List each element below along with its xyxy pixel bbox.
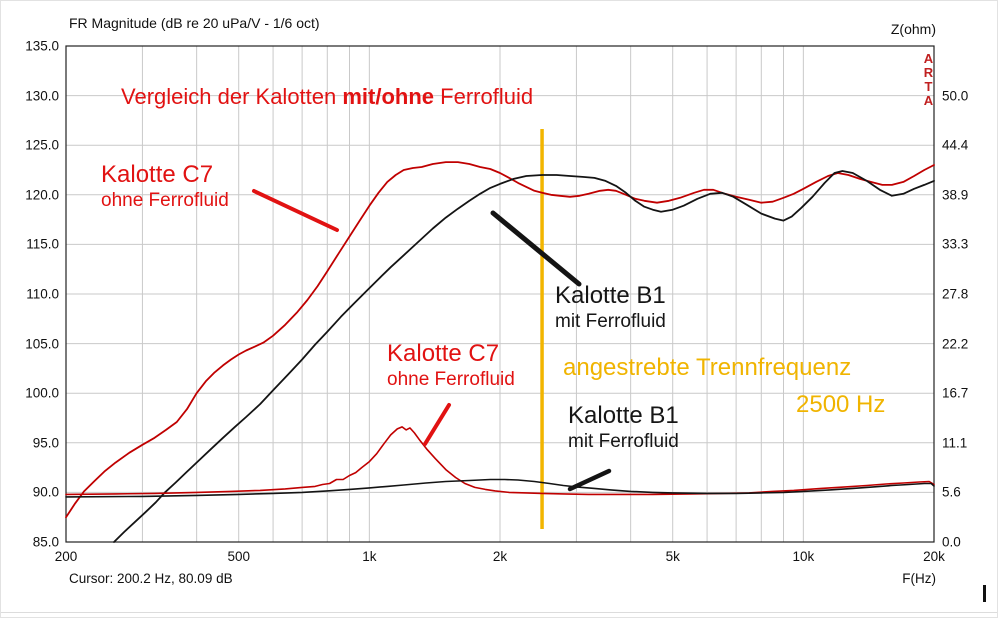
- right-axis-title: Z(ohm): [890, 21, 936, 37]
- comparison-heading: Vergleich der Kalotten mit/ohne Ferroflu…: [121, 84, 533, 110]
- text-caret: [983, 585, 986, 602]
- y-axis-right-tick: 27.8: [942, 286, 969, 302]
- y-axis-right-tick: 5.6: [942, 484, 961, 500]
- cursor-readout: Cursor: 200.2 Hz, 80.09 dB: [69, 571, 233, 586]
- y-axis-right-tick: 22.2: [942, 336, 969, 352]
- chart-title: FR Magnitude (dB re 20 uPa/V - 1/6 oct): [69, 15, 320, 31]
- heading-post: Ferrofluid: [434, 84, 534, 109]
- plot-border: [65, 45, 935, 543]
- y-axis-left-tick: 130.0: [25, 88, 59, 104]
- page-bottom-edge: [1, 612, 997, 613]
- y-axis-left-tick: 95.0: [32, 435, 59, 451]
- y-axis-left-tick: 100.0: [25, 385, 59, 401]
- curve-c7-impedance-red: [65, 426, 935, 496]
- crossover-annotation-line2: 2500 Hz: [796, 391, 886, 418]
- pointer-line-c7-fr: [252, 189, 339, 232]
- y-axis-right-tick: 16.7: [942, 385, 969, 401]
- y-axis-right-tick: 44.4: [942, 137, 969, 153]
- x-axis-tick: 10k: [792, 549, 815, 564]
- pointer-line-b1-fr: [490, 210, 582, 287]
- y-axis-left-tick: 135.0: [25, 38, 59, 54]
- label-kalotte-b1-fr: Kalotte B1 mit Ferrofluid: [555, 282, 666, 333]
- y-axis-right-tick: 50.0: [942, 88, 969, 104]
- crossover-annotation-line1: angestrebte Trennfrequenz: [563, 354, 852, 381]
- y-axis-left-tick: 85.0: [32, 534, 59, 550]
- x-axis-tick: 200: [54, 549, 78, 564]
- label-kalotte-c7-fr: Kalotte C7 ohne Ferrofluid: [101, 161, 229, 212]
- x-axis-tick: 2k: [492, 549, 508, 564]
- x-axis-tick: 500: [227, 549, 250, 564]
- x-axis-tick: 20k: [923, 549, 945, 564]
- y-axis-left-tick: 120.0: [25, 187, 59, 203]
- label-kalotte-b1-impedance-sub: mit Ferrofluid: [568, 431, 679, 452]
- y-axis-left-tick: 125.0: [25, 137, 59, 153]
- label-kalotte-c7-impedance-sub: ohne Ferrofluid: [387, 369, 515, 390]
- y-axis-left-tick: 105.0: [25, 336, 59, 352]
- label-kalotte-b1-fr-title: Kalotte B1: [555, 282, 666, 309]
- pointer-line-b1-impedance: [567, 468, 612, 492]
- label-kalotte-c7-fr-sub: ohne Ferrofluid: [101, 190, 229, 211]
- curve-b1-fr-black: [113, 170, 935, 543]
- curve-c7-fr-red: [65, 161, 935, 519]
- y-axis-left-tick: 110.0: [26, 286, 59, 302]
- x-axis-tick: 5k: [665, 549, 680, 564]
- arta-watermark: A R T A: [923, 51, 934, 108]
- label-kalotte-c7-impedance: Kalotte C7 ohne Ferrofluid: [387, 340, 515, 391]
- pointer-line-c7-impedance: [423, 403, 451, 446]
- label-kalotte-b1-impedance-title: Kalotte B1: [568, 402, 679, 429]
- y-axis-right-tick: 0.0: [942, 534, 961, 550]
- y-axis-right-tick: 11.1: [942, 435, 968, 451]
- curve-b1-impedance-black: [65, 478, 935, 498]
- x-axis-tick: 1k: [362, 549, 377, 564]
- heading-pre: Vergleich der Kalotten: [121, 84, 343, 109]
- y-axis-right-tick: 33.3: [942, 236, 969, 252]
- y-axis-left-tick: 90.0: [32, 484, 59, 500]
- label-kalotte-c7-impedance-title: Kalotte C7: [387, 340, 500, 367]
- label-kalotte-b1-impedance: Kalotte B1 mit Ferrofluid: [568, 402, 679, 453]
- label-kalotte-c7-fr-title: Kalotte C7: [101, 161, 214, 188]
- y-axis-left-tick: 115.0: [26, 236, 59, 252]
- label-kalotte-b1-fr-sub: mit Ferrofluid: [555, 311, 666, 332]
- heading-bold: mit/ohne: [342, 84, 435, 109]
- x-axis-title: F(Hz): [902, 571, 936, 586]
- y-axis-right-tick: 38.9: [942, 187, 969, 203]
